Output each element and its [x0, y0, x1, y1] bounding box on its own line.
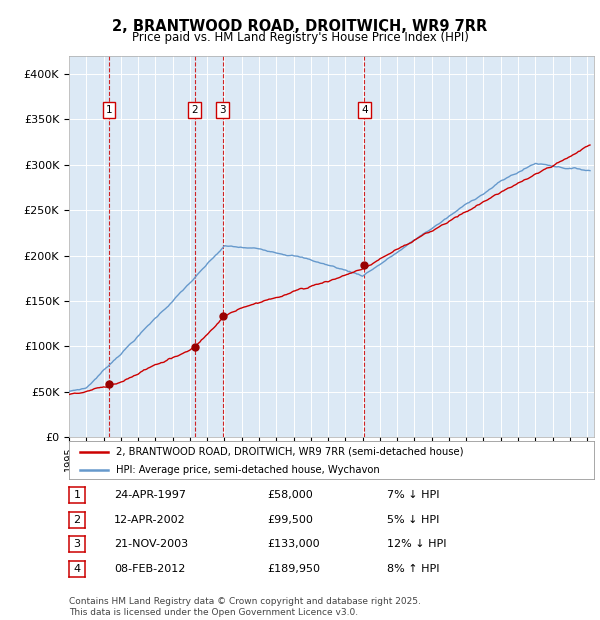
Text: 21-NOV-2003: 21-NOV-2003 — [114, 539, 188, 549]
Text: 24-APR-1997: 24-APR-1997 — [114, 490, 186, 500]
Text: 12-APR-2002: 12-APR-2002 — [114, 515, 186, 525]
Text: 3: 3 — [74, 539, 80, 549]
Text: 4: 4 — [361, 105, 368, 115]
Text: 1: 1 — [74, 490, 80, 500]
Text: 12% ↓ HPI: 12% ↓ HPI — [387, 539, 446, 549]
Text: 4: 4 — [74, 564, 80, 574]
Text: Contains HM Land Registry data © Crown copyright and database right 2025.
This d: Contains HM Land Registry data © Crown c… — [69, 598, 421, 617]
Text: £189,950: £189,950 — [267, 564, 320, 574]
Text: Price paid vs. HM Land Registry's House Price Index (HPI): Price paid vs. HM Land Registry's House … — [131, 31, 469, 44]
Text: 5% ↓ HPI: 5% ↓ HPI — [387, 515, 439, 525]
Text: £99,500: £99,500 — [267, 515, 313, 525]
Text: 3: 3 — [219, 105, 226, 115]
Text: 8% ↑ HPI: 8% ↑ HPI — [387, 564, 439, 574]
Text: 2: 2 — [191, 105, 198, 115]
Text: £58,000: £58,000 — [267, 490, 313, 500]
Text: 2, BRANTWOOD ROAD, DROITWICH, WR9 7RR: 2, BRANTWOOD ROAD, DROITWICH, WR9 7RR — [112, 19, 488, 33]
Text: HPI: Average price, semi-detached house, Wychavon: HPI: Average price, semi-detached house,… — [116, 466, 380, 476]
Text: £133,000: £133,000 — [267, 539, 320, 549]
Text: 2, BRANTWOOD ROAD, DROITWICH, WR9 7RR (semi-detached house): 2, BRANTWOOD ROAD, DROITWICH, WR9 7RR (s… — [116, 447, 464, 457]
Text: 2: 2 — [74, 515, 80, 525]
Text: 1: 1 — [106, 105, 112, 115]
Text: 7% ↓ HPI: 7% ↓ HPI — [387, 490, 439, 500]
Text: 08-FEB-2012: 08-FEB-2012 — [114, 564, 185, 574]
